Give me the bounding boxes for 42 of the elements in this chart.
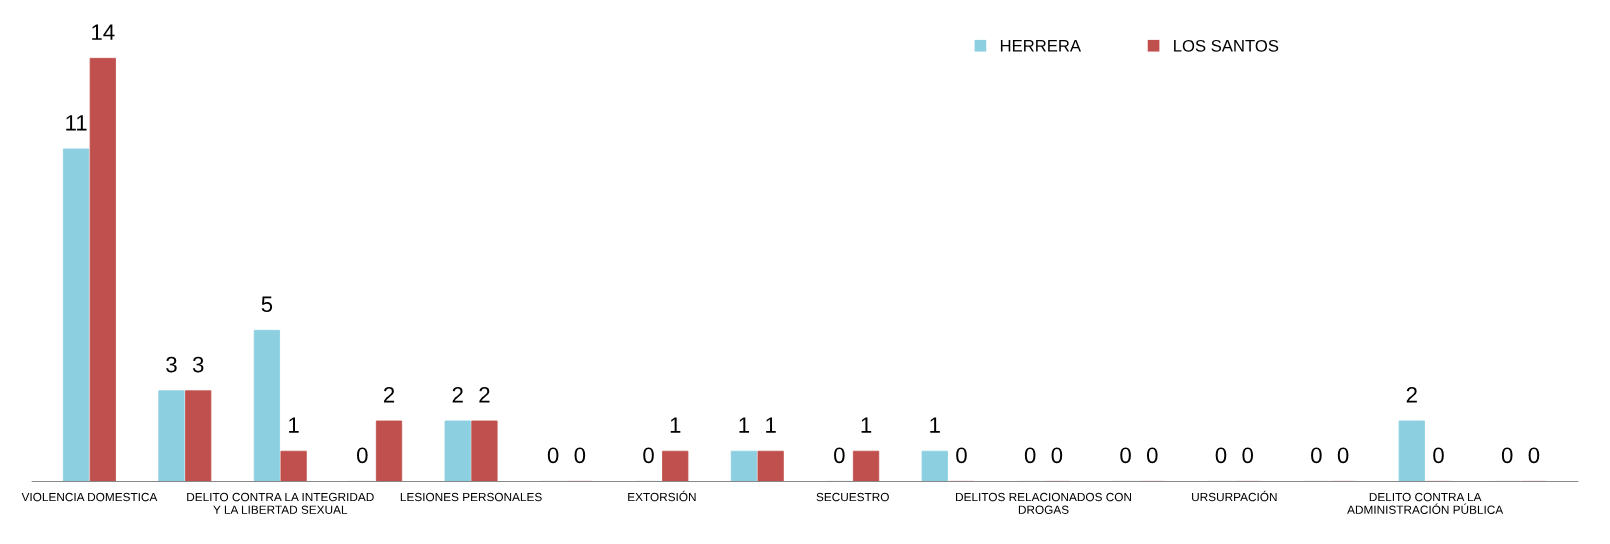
data-label: 2 <box>1406 386 1417 403</box>
x-tick-label: LESIONES PERSONALES <box>400 492 542 502</box>
x-tick-label: EXTORSIÓN <box>628 490 696 502</box>
data-label: 0 <box>834 447 845 464</box>
x-tick-label: DELITO CONTRA LA INTEGRIDAD Y LA LIBERTAD SEXUAL <box>187 492 374 514</box>
data-label: 1 <box>930 417 940 433</box>
legend-label: HERRERA <box>1000 40 1082 52</box>
data-label: 0 <box>1215 447 1227 464</box>
x-tick-label: DELITO CONTRA LA ADMINISTRACIÓN PÚBLICA <box>1347 492 1504 514</box>
data-label: 0 <box>1528 447 1540 464</box>
data-label: 3 <box>166 356 177 373</box>
data-label: 11 <box>66 115 87 131</box>
data-label: 0 <box>1120 447 1131 464</box>
x-tick-label: SECUESTRO <box>816 492 889 502</box>
data-label: 2 <box>452 386 463 403</box>
data-label: 2 <box>383 386 395 403</box>
data-label: 1 <box>766 417 776 433</box>
data-label: 0 <box>1501 447 1513 464</box>
data-label: 0 <box>547 447 559 464</box>
data-label: 0 <box>1051 447 1063 464</box>
data-label: 0 <box>574 447 586 464</box>
data-label: 1 <box>861 417 872 433</box>
data-label: 0 <box>1242 447 1253 464</box>
data-label: 0 <box>1146 447 1158 464</box>
data-label: 0 <box>1433 447 1444 464</box>
data-label: 0 <box>1337 447 1349 464</box>
data-label: 14 <box>92 24 115 40</box>
data-label: 1 <box>289 417 299 433</box>
x-tick-label: VIOLENCIA DOMESTICA <box>21 492 158 502</box>
data-label: 0 <box>1311 447 1322 464</box>
data-label: 3 <box>192 356 204 373</box>
data-label: 1 <box>739 417 750 433</box>
x-tick-label: URSURPACIÓN <box>1192 490 1277 502</box>
data-label: 0 <box>357 447 368 464</box>
data-label: 5 <box>261 296 273 313</box>
data-label: 0 <box>643 447 654 464</box>
data-label: 0 <box>1024 447 1036 464</box>
data-label: 0 <box>956 447 967 464</box>
data-label: 1 <box>670 417 681 433</box>
x-tick-label: DELITOS RELACIONADOS CON DROGAS <box>956 492 1132 514</box>
legend-label: LOS SANTOS <box>1174 39 1279 52</box>
data-label: 2 <box>479 386 490 403</box>
